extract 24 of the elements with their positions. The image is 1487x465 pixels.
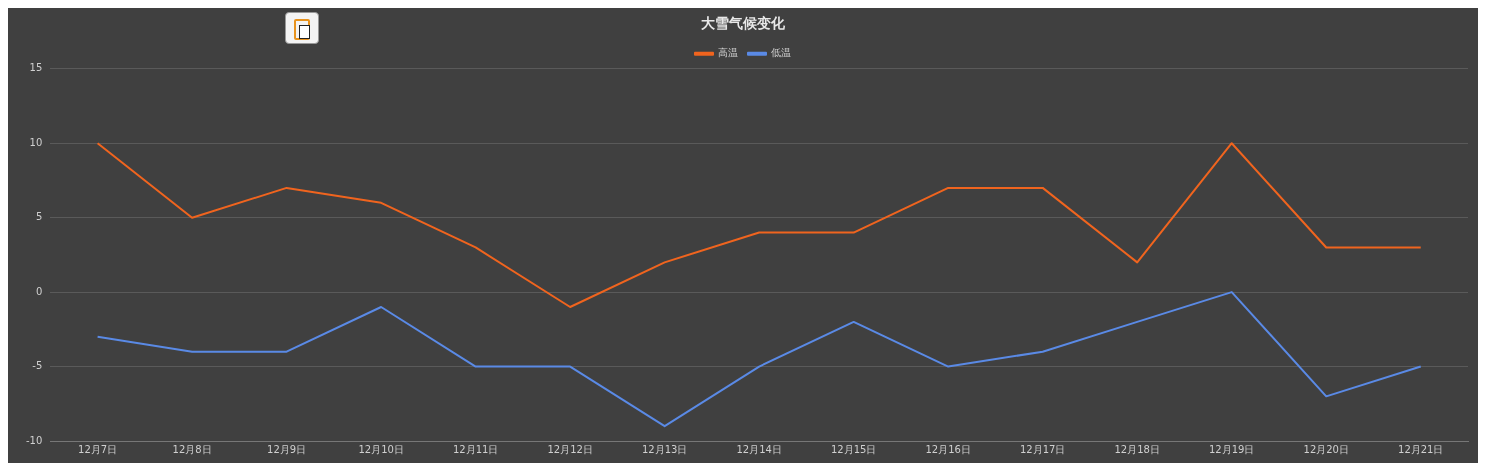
- y-tick-label: 15: [29, 62, 43, 74]
- x-tick-label: 12月14日: [736, 443, 782, 455]
- x-tick-label: 12月19日: [1209, 443, 1255, 455]
- chart-title: 大雪气候变化: [701, 15, 786, 32]
- y-tick-label: -10: [25, 434, 43, 446]
- y-tick-label: -5: [32, 360, 43, 372]
- x-tick-label: 12月18日: [1114, 443, 1160, 455]
- x-tick-label: 12月20日: [1303, 443, 1349, 455]
- x-tick-label: 12月9日: [267, 443, 307, 455]
- x-tick-label: 12月8日: [172, 443, 212, 455]
- x-tick-label: 12月10日: [358, 443, 404, 455]
- x-tick-label: 12月21日: [1398, 443, 1444, 455]
- x-tick-label: 12月13日: [641, 443, 688, 455]
- x-tick-label: 12月11日: [452, 443, 499, 455]
- x-tick-label: 12月15日: [830, 443, 877, 455]
- x-tick-label: 12月16日: [925, 443, 971, 455]
- x-tick-label: 12月7日: [78, 443, 118, 455]
- x-tick-label: 12月12日: [547, 443, 593, 455]
- x-tick-label: 12月17日: [1019, 443, 1066, 455]
- y-tick-label: 0: [35, 285, 43, 297]
- y-tick-label: 5: [35, 211, 43, 223]
- y-tick-label: 10: [29, 136, 43, 148]
- legend-label: 高温: [718, 47, 738, 59]
- legend-label: 低温: [771, 47, 791, 59]
